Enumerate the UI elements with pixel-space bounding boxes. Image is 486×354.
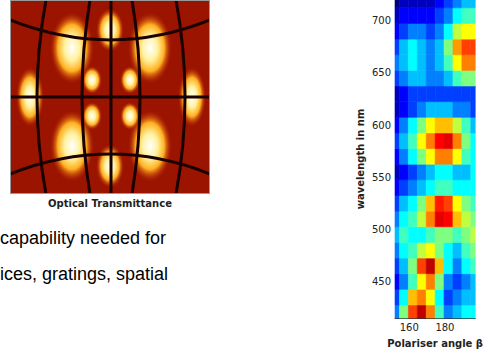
html-text:Optical Transmittance: Optical Transmittance — [48, 198, 172, 209]
svg-text:500: 500 — [372, 224, 391, 235]
svg-text:600: 600 — [372, 120, 391, 131]
svg-text:450: 450 — [372, 276, 391, 287]
svg-text:700: 700 — [372, 15, 391, 26]
svg-text:160: 160 — [400, 322, 419, 333]
svg-text:Polariser angle β: Polariser angle β — [387, 338, 483, 349]
svg-text:550: 550 — [372, 172, 391, 183]
svg-text:wavelength in nm: wavelength in nm — [355, 109, 366, 210]
svg-text:650: 650 — [372, 67, 391, 78]
html-text:capability needed for: capability needed for — [0, 228, 167, 248]
svg-text:180: 180 — [435, 322, 454, 333]
html-text:ices, gratings, spatial: ices, gratings, spatial — [0, 264, 169, 284]
